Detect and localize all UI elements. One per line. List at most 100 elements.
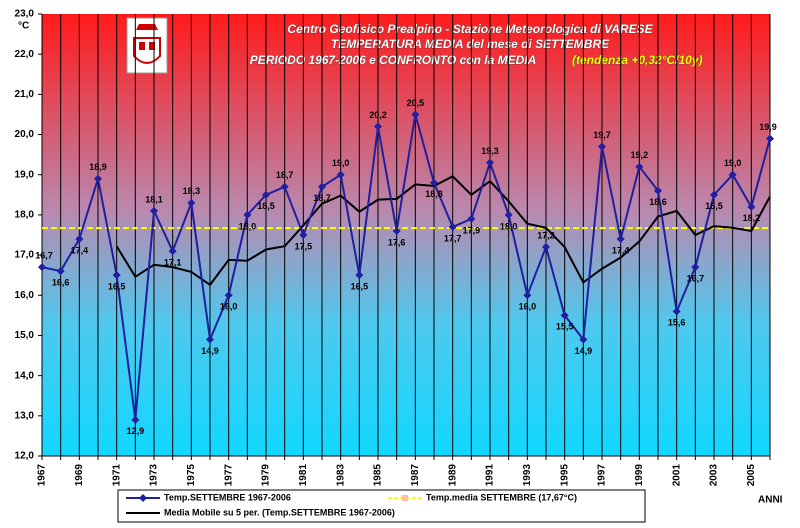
point [691, 263, 700, 272]
x-tick-label: 1969 [74, 464, 85, 487]
data-label: 18,5 [257, 201, 275, 211]
point [523, 291, 532, 300]
chart-title: PERIODO 1967-2006 e CONFRONTO con la MED… [250, 53, 537, 67]
point [654, 186, 662, 195]
legend-label: Media Mobile su 5 per. (Temp.SETTEMBRE 1… [164, 507, 395, 517]
y-tick-label: 19,0 [15, 169, 35, 180]
data-label: 18,0 [239, 221, 257, 231]
data-label: 15,6 [668, 318, 686, 328]
data-label: 19,0 [332, 158, 350, 168]
y-tick-label: 14,0 [15, 370, 35, 381]
point [150, 206, 158, 215]
legend-label: Temp.media SETTEMBRE (17,67°C) [426, 492, 577, 502]
data-label: 17,2 [537, 230, 555, 240]
y-unit: °C [18, 21, 29, 32]
point [262, 190, 270, 199]
y-tick-label: 23,0 [15, 9, 35, 20]
y-tick-label: 13,0 [15, 410, 35, 421]
data-label: 18,9 [89, 162, 107, 172]
point [112, 271, 121, 280]
point [94, 174, 102, 183]
y-tick-label: 16,0 [15, 290, 35, 301]
y-tick-label: 21,0 [15, 89, 35, 100]
data-label: 18,8 [425, 189, 443, 199]
point [635, 162, 644, 171]
y-tick-label: 15,0 [15, 330, 35, 341]
point [299, 231, 308, 239]
point [504, 210, 513, 219]
data-label: 14,9 [201, 346, 219, 356]
logo [126, 17, 168, 74]
point [672, 307, 681, 316]
data-label: 18,0 [500, 221, 518, 231]
point [206, 335, 214, 344]
data-label: 16,0 [519, 302, 537, 312]
legend-label: Temp.SETTEMBRE 1967-2006 [164, 492, 291, 502]
point [56, 267, 65, 276]
data-label: 16,6 [52, 278, 70, 288]
point [280, 182, 289, 191]
x-tick-label: 1977 [223, 464, 234, 487]
x-tick-label: 1993 [522, 464, 533, 487]
data-label: 16,7 [35, 251, 53, 261]
y-tick-label: 18,0 [15, 210, 35, 221]
legend-swatch [402, 495, 408, 501]
point [318, 182, 326, 191]
point [448, 222, 457, 231]
data-label: 18,1 [145, 194, 163, 204]
data-label: 12,9 [127, 426, 145, 436]
x-tick-label: 1999 [634, 464, 645, 487]
data-label: 17,6 [388, 237, 406, 247]
point [598, 142, 606, 151]
data-label: 17,4 [612, 245, 630, 255]
data-label: 18,5 [705, 201, 723, 211]
data-label: 17,9 [463, 225, 481, 235]
point [38, 263, 46, 272]
x-tick-label: 1967 [37, 464, 48, 487]
data-label: 19,2 [631, 150, 649, 160]
x-tick-label: 1975 [186, 464, 197, 487]
x-tick-label: 1973 [149, 464, 160, 487]
plot-area [42, 14, 770, 456]
x-tick-label: 1985 [373, 464, 384, 487]
data-label: 16,5 [108, 282, 126, 292]
data-label: 18,7 [313, 193, 331, 203]
x-tick-label: 2001 [671, 464, 682, 487]
x-tick-label: 1991 [485, 464, 496, 487]
point [747, 202, 756, 211]
legend [117, 489, 646, 523]
data-label: 18,3 [183, 186, 201, 196]
point [486, 158, 494, 167]
x-tick-label: 1989 [447, 464, 458, 487]
x-axis-label: ANNI [758, 495, 783, 506]
chart-title: TEMPERATURA MEDIA del mese di SETTEMBRE [331, 37, 610, 51]
point [766, 134, 774, 143]
data-label: 18,6 [649, 197, 667, 207]
data-label: 18,2 [743, 213, 761, 223]
data-label: 17,7 [444, 233, 462, 243]
x-tick-label: 1997 [597, 464, 608, 487]
series-line [41, 114, 771, 420]
point [542, 243, 550, 252]
point [75, 235, 84, 244]
point [131, 415, 140, 424]
x-tick-label: 1979 [261, 464, 272, 487]
point [710, 190, 718, 199]
x-tick-label: 1987 [410, 464, 421, 487]
point [616, 235, 625, 244]
point [168, 247, 177, 256]
point [579, 335, 588, 344]
data-label: 19,3 [481, 146, 499, 156]
legend-swatch [139, 494, 147, 502]
y-tick-label: 22,0 [15, 49, 35, 60]
data-label: 17,4 [71, 245, 89, 255]
point [411, 110, 420, 119]
point [187, 198, 196, 207]
point [355, 271, 364, 280]
trend-note: (tendenza +0,32°C/10y) [572, 53, 703, 67]
y-tick-label: 12,0 [15, 451, 35, 462]
data-label: 16,7 [687, 274, 705, 284]
point [243, 210, 252, 219]
x-tick-label: 1983 [335, 464, 346, 487]
data-label: 20,2 [369, 110, 387, 120]
